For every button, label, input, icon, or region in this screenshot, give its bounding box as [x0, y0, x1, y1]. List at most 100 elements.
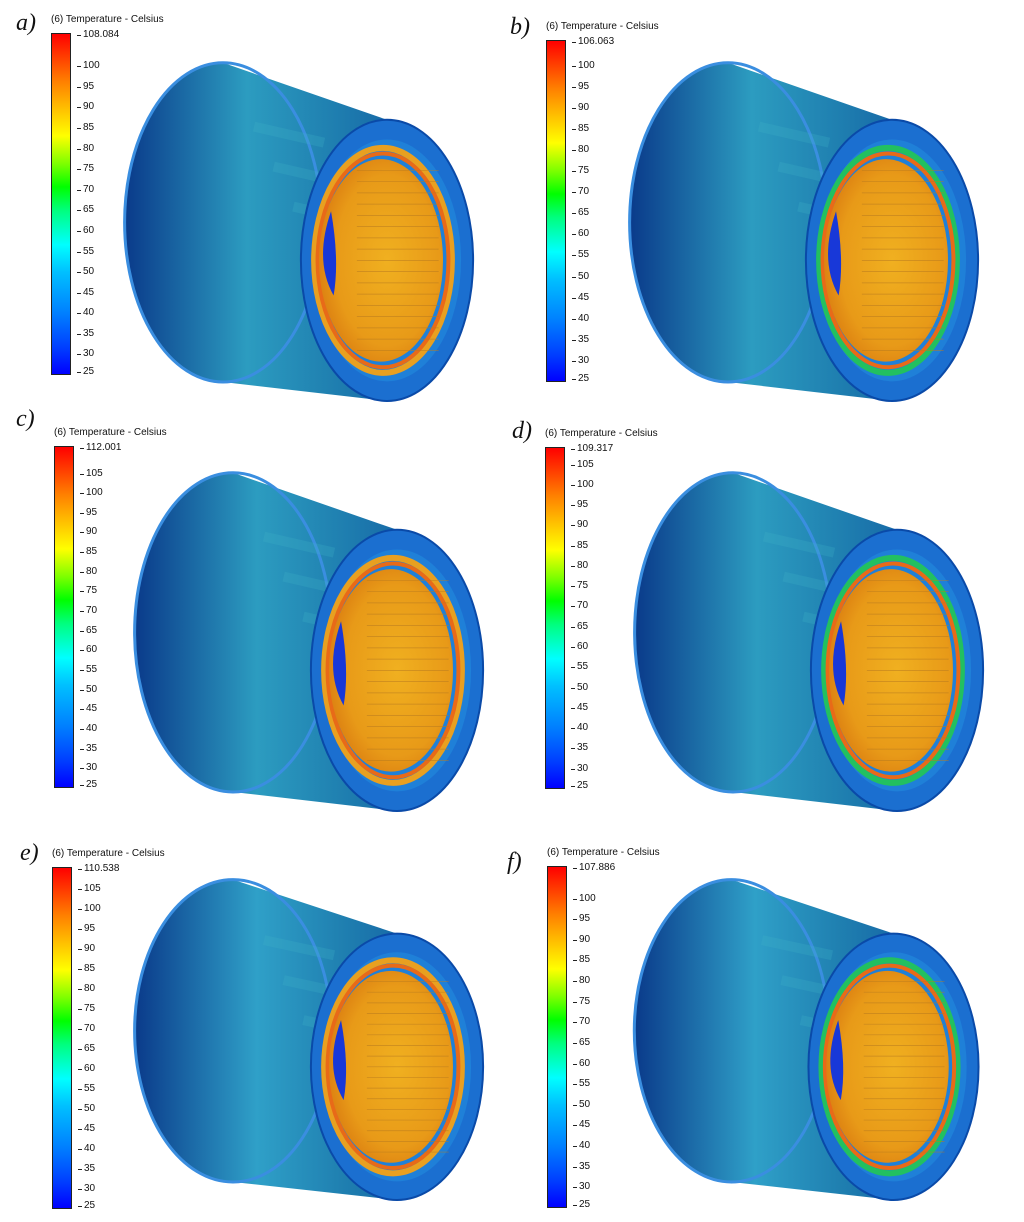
scale-tick-label: 30 — [571, 354, 590, 366]
scale-tick-label: 65 — [77, 1043, 96, 1055]
cylinder-body — [632, 878, 980, 1201]
thermal-model-render — [628, 61, 980, 402]
scale-tick-label: 85 — [77, 963, 96, 975]
scale-tick-label: 85 — [570, 539, 589, 551]
scale-tick-label: 30 — [76, 348, 95, 360]
legend-title: (6) Temperature - Celsius — [547, 847, 660, 858]
legend-title: (6) Temperature - Celsius — [51, 14, 164, 25]
scale-ticks: 110.538 105 100 95 90 85 80 75 70 65 60 55 50 45 40 35 3… — [77, 863, 124, 1211]
scale-tick-label: 100 — [78, 903, 101, 915]
scale-ticks: 112.001 105 100 95 90 85 80 75 70 65 60 55 50 45 40 35 3… — [79, 443, 126, 790]
scale-tick-label: 30 — [572, 1181, 591, 1193]
scale-tick-label: 25 — [76, 366, 95, 377]
scale-tick-label: 105 — [80, 467, 103, 479]
panel-label: c) — [16, 406, 35, 432]
scale-tick-label: 25 — [570, 780, 589, 791]
scale-tick-label: 108.084 — [76, 29, 120, 40]
legend-title: (6) Temperature - Celsius — [545, 428, 658, 439]
scale-tick-label: 90 — [571, 101, 590, 113]
legend-title: (6) Temperature - Celsius — [546, 21, 659, 32]
thermal-model-render — [133, 878, 485, 1201]
scale-tick-label: 95 — [77, 923, 96, 935]
thermal-model-render — [632, 878, 980, 1201]
panel-label: a) — [16, 10, 36, 36]
scale-tick-label: 45 — [77, 1123, 96, 1135]
scale-tick-label: 90 — [79, 526, 98, 538]
scale-tick-label: 80 — [572, 975, 591, 987]
scale-tick-label: 110.538 — [77, 863, 120, 874]
scale-tick-label: 40 — [572, 1140, 591, 1152]
color-scale-bar — [51, 33, 71, 375]
scale-tick-label: 85 — [571, 122, 590, 134]
scale-tick-label: 95 — [570, 499, 589, 511]
scale-tick-label: 60 — [77, 1063, 96, 1075]
color-scale-bar — [547, 866, 567, 1208]
scale-tick-label: 45 — [572, 1119, 591, 1131]
scale-tick-label: 50 — [572, 1098, 591, 1110]
scale-tick-label: 35 — [572, 1160, 591, 1172]
scale-tick-label: 50 — [571, 270, 590, 282]
scale-tick-label: 50 — [76, 266, 95, 278]
scale-ticks: 106.063 100 95 90 85 80 75 70 65 60 55 50 45 40 35 30 25 — [571, 37, 618, 384]
color-scale-bar — [52, 867, 72, 1209]
color-scale-bar — [546, 40, 566, 382]
cylinder-body — [628, 61, 980, 402]
scale-tick-label: 75 — [571, 165, 590, 177]
scale-tick-label: 55 — [79, 664, 98, 676]
scale-tick-label: 70 — [77, 1023, 96, 1035]
scale-tick-label: 100 — [80, 487, 103, 499]
scale-tick-label: 35 — [571, 333, 590, 345]
scale-tick-label: 70 — [76, 183, 95, 195]
thermal-model-render — [633, 471, 985, 812]
scale-tick-label: 40 — [571, 312, 590, 324]
scale-tick-label: 60 — [572, 1057, 591, 1069]
scale-tick-label: 85 — [79, 546, 98, 558]
cylinder-body — [133, 471, 485, 812]
scale-tick-label: 35 — [570, 742, 589, 754]
scale-tick-label: 90 — [570, 519, 589, 531]
scale-tick-label: 25 — [571, 373, 590, 384]
scale-tick-label: 90 — [77, 943, 96, 955]
scale-tick-label: 45 — [571, 291, 590, 303]
cylinder-body — [633, 471, 985, 812]
scale-tick-label: 75 — [79, 585, 98, 597]
scale-tick-label: 45 — [76, 286, 95, 298]
scale-tick-label: 80 — [76, 142, 95, 154]
scale-tick-label: 35 — [77, 1163, 96, 1175]
scale-tick-label: 55 — [77, 1083, 96, 1095]
scale-tick-label: 70 — [570, 600, 589, 612]
scale-tick-label: 40 — [76, 307, 95, 319]
scale-tick-label: 95 — [572, 913, 591, 925]
scale-tick-label: 55 — [572, 1078, 591, 1090]
scale-tick-label: 60 — [79, 644, 98, 656]
scale-tick-label: 25 — [79, 779, 98, 790]
scale-tick-label: 100 — [77, 60, 100, 72]
color-scale-bar — [545, 447, 565, 789]
scale-ticks: 108.084 100 95 90 85 80 75 70 65 60 55 50 45 40 35 30 25 — [76, 29, 123, 377]
scale-tick-label: 45 — [570, 701, 589, 713]
scale-tick-label: 100 — [572, 59, 595, 71]
cylinder-body — [133, 878, 485, 1201]
scale-tick-label: 95 — [76, 80, 95, 92]
scale-tick-label: 50 — [79, 683, 98, 695]
scale-tick-label: 45 — [79, 703, 98, 715]
scale-tick-label: 65 — [572, 1036, 591, 1048]
scale-tick-label: 30 — [79, 762, 98, 774]
scale-tick-label: 100 — [571, 478, 594, 490]
scale-tick-label: 65 — [570, 620, 589, 632]
scale-tick-label: 100 — [573, 892, 596, 904]
scale-tick-label: 30 — [570, 762, 589, 774]
scale-tick-label: 25 — [572, 1199, 591, 1210]
scale-tick-label: 35 — [79, 742, 98, 754]
scale-tick-label: 40 — [570, 722, 589, 734]
scale-tick-label: 70 — [572, 1016, 591, 1028]
scale-tick-label: 60 — [76, 224, 95, 236]
scale-tick-label: 50 — [570, 681, 589, 693]
legend-title: (6) Temperature - Celsius — [52, 848, 165, 859]
scale-tick-label: 85 — [76, 122, 95, 134]
scale-tick-label: 70 — [571, 186, 590, 198]
scale-tick-label: 75 — [76, 163, 95, 175]
scale-tick-label: 90 — [76, 101, 95, 113]
scale-tick-label: 107.886 — [572, 862, 616, 873]
scale-tick-label: 65 — [76, 204, 95, 216]
